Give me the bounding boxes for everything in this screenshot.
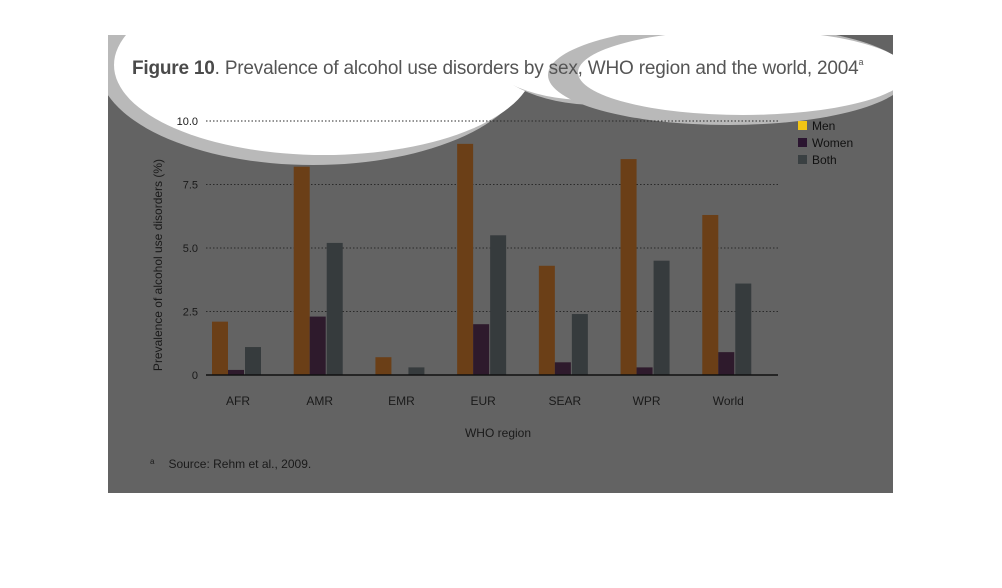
figure-title-text: . Prevalence of alcohol use disorders by…: [214, 58, 859, 79]
y-tick-label-2: 5.0: [183, 243, 198, 255]
legend-swatch-both: [798, 155, 807, 164]
x-tick-label-emr: EMR: [388, 394, 415, 408]
bar-both-afr: [245, 347, 261, 375]
y-tick-label-3: 7.5: [183, 180, 198, 192]
legend-swatch-women: [798, 138, 807, 147]
x-tick-label-amr: AMR: [306, 394, 333, 408]
bar-both-eur: [490, 235, 507, 375]
bar-men-afr: [212, 321, 228, 375]
bar-women-afr: [228, 369, 244, 375]
bar-men-amr: [293, 166, 310, 375]
legend-label-men: Men: [812, 118, 836, 133]
title-footnote-marker: a: [858, 57, 864, 67]
bar-both-world: [735, 283, 752, 375]
x-axis-title: WHO region: [464, 426, 532, 440]
figure-number: Figure 10: [132, 58, 215, 79]
x-tick-label-afr: AFR: [226, 394, 250, 408]
bars: [212, 143, 752, 375]
bar-both-amr: [326, 242, 343, 375]
footnote-text: Source: Rehm et al., 2009.: [168, 457, 312, 471]
bar-chart: 0 2.5 5.0 7.5 10.0 AFR AMR EMR EUR SEAR WPR World: [177, 116, 778, 408]
bar-men-world: [702, 214, 719, 375]
y-tick-labels: 0 2.5 5.0 7.5 10.0: [177, 116, 198, 382]
x-tick-label-sear: SEAR: [549, 394, 582, 408]
x-tick-label-wpr: WPR: [633, 394, 661, 408]
y-tick-label-0: 0: [192, 370, 198, 382]
bar-men-emr: [375, 357, 392, 375]
bar-both-wpr: [653, 260, 670, 375]
legend-swatch-men: [798, 121, 807, 130]
x-tick-label-eur: EUR: [470, 394, 496, 408]
bar-women-amr: [309, 316, 326, 375]
y-axis-title: Prevalence of alcohol use disorders (%): [151, 158, 165, 372]
bar-men-sear: [538, 265, 555, 375]
legend: Men Women Both: [798, 117, 853, 168]
source-footnote: a Source: Rehm et al., 2009.: [150, 457, 311, 471]
legend-item-men: Men: [798, 117, 853, 134]
x-tick-labels: AFR AMR EMR EUR SEAR WPR World: [226, 394, 744, 408]
bar-men-eur: [457, 143, 474, 375]
legend-label-women: Women: [812, 135, 854, 150]
bar-both-emr: [408, 367, 425, 375]
x-tick-label-world: World: [713, 394, 744, 408]
figure-panel: Figure 10. Prevalence of alcohol use dis…: [108, 35, 893, 493]
y-tick-label-4: 10.0: [177, 116, 198, 128]
legend-item-both: Both: [798, 151, 853, 168]
bar-women-sear: [554, 362, 571, 375]
figure-title: Figure 10. Prevalence of alcohol use dis…: [132, 57, 864, 80]
bar-women-wpr: [636, 367, 653, 375]
cloud-shape-right: [578, 35, 893, 115]
legend-label-both: Both: [812, 152, 837, 167]
legend-item-women: Women: [798, 134, 853, 151]
footnote-marker: a: [150, 457, 155, 466]
y-tick-label-1: 2.5: [183, 307, 198, 319]
bar-women-eur: [473, 324, 490, 375]
bar-men-wpr: [620, 159, 637, 375]
bar-both-sear: [571, 314, 588, 375]
bar-women-world: [718, 352, 735, 375]
